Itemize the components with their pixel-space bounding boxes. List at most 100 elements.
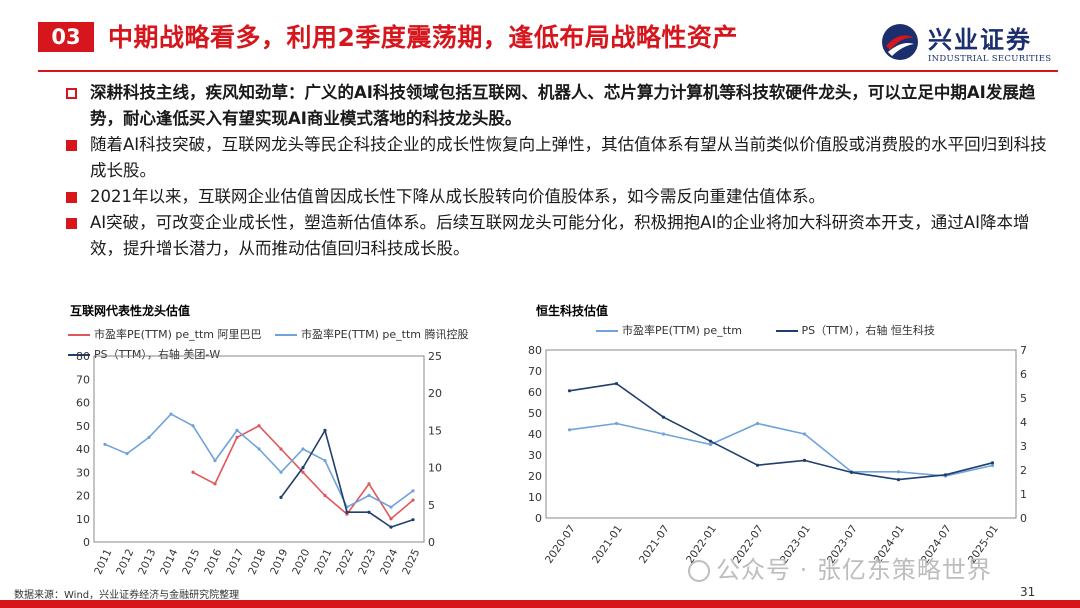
series-point-2: [367, 510, 371, 514]
x-tick-label: 2025: [400, 547, 422, 576]
logo-mark-icon: [882, 24, 918, 60]
y-tick-label: 50: [76, 420, 90, 433]
y2-tick-label: 15: [428, 424, 442, 437]
series-point-0: [279, 447, 283, 451]
chart-title: 恒生科技估值: [536, 304, 609, 318]
x-tick-label: 2013: [136, 547, 158, 576]
x-tick-label: 2021-01: [590, 523, 625, 566]
chart-legend: 市盈率PE(TTM) pe_ttm PS（TTM），右轴 恒生科技: [596, 322, 935, 338]
wechat-icon: [688, 560, 710, 582]
chart-legend: 市盈率PE(TTM) pe_ttm 阿里巴巴 市盈率PE(TTM) pe_ttm…: [68, 326, 469, 342]
series-point-1: [614, 382, 619, 386]
series-point-0: [235, 435, 239, 439]
bullet-item: 深耕科技主线，疾风知劲草：广义的AI科技领域包括互联网、机器人、芯片算力计算机等…: [62, 80, 1052, 132]
legend-swatch: [68, 354, 90, 356]
y-tick-label: 20: [528, 470, 542, 483]
solid-square-icon: [66, 192, 77, 203]
y2-tick-label: 2: [1020, 464, 1027, 477]
y2-tick-label: 5: [428, 499, 435, 512]
y-tick-label: 70: [76, 373, 90, 386]
slide-header: 03 中期战略看多，利用2季度震荡期，逢低布局战略性资产 兴业证券 INDUST…: [0, 0, 1080, 72]
series-point-1: [367, 493, 371, 498]
series-point-2: [279, 495, 283, 499]
y2-tick-label: 0: [1020, 512, 1027, 525]
legend-swatch: [275, 334, 297, 336]
series-point-1: [323, 459, 327, 463]
chart-hstech-valuation: 0 10 20 30 40 50 60 70 80 0 1 2 3 4 5 6 7 2020-07 2021-01 2…: [528, 344, 1027, 566]
x-tick-label: 2020: [290, 547, 312, 576]
series-point-1: [943, 473, 948, 477]
slide-title: 中期战略看多，利用2季度震荡期，逢低布局战略性资产: [108, 23, 738, 52]
y-tick-label: 60: [528, 386, 542, 399]
series-point-0: [213, 482, 217, 486]
series-point-0: [990, 463, 995, 468]
y-tick-label: 30: [528, 449, 542, 462]
series-point-0: [802, 432, 807, 436]
series-point-1: [411, 489, 415, 493]
hollow-square-icon: [66, 88, 77, 99]
watermark-text: 公众号 · 张亿东策略世界: [716, 556, 992, 584]
chart-title: 互联网代表性龙头估值: [70, 304, 191, 318]
plot-frame: [93, 355, 425, 543]
y2-tick-label: 3: [1020, 440, 1027, 453]
bullet-list: 深耕科技主线，疾风知劲草：广义的AI科技领域包括互联网、机器人、芯片算力计算机等…: [62, 80, 1052, 262]
y2-tick-label: 25: [428, 350, 442, 363]
company-logo: 兴业证券 INDUSTRIAL SECURITIES: [876, 16, 1066, 72]
series-point-1: [567, 389, 572, 393]
series-point-0: [367, 482, 371, 486]
plot-frame: [545, 349, 1017, 519]
bullet-item: 2021年以来，互联网企业估值曾因成长性下降从成长股转向价值股体系，如今需反向重…: [62, 184, 1052, 210]
legend-swatch: [775, 330, 798, 332]
x-tick-label: 2011: [92, 547, 114, 576]
legend-label: 市盈率PE(TTM) pe_ttm 阿里巴巴: [94, 328, 262, 341]
x-tick-label: 2012: [114, 547, 136, 576]
legend-label: 市盈率PE(TTM) pe_ttm 腾讯控股: [301, 328, 469, 341]
x-tick-label: 2017: [224, 547, 246, 576]
x-tick-label: 2015: [180, 547, 202, 576]
x-tick-label: 2020-07: [543, 523, 578, 566]
series-line-1: [569, 382, 993, 481]
y2-tick-label: 7: [1020, 344, 1027, 357]
series-point-0: [323, 493, 327, 498]
series-point-0: [411, 498, 415, 502]
series-point-0: [567, 428, 572, 432]
series-point-1: [235, 428, 239, 432]
y-tick-label: 30: [76, 466, 90, 479]
logo-text-cn: 兴业证券: [928, 26, 1032, 54]
series-point-1: [191, 424, 195, 428]
series-point-0: [614, 421, 619, 426]
x-tick-label: 2014: [158, 547, 180, 577]
y-tick-label: 40: [76, 443, 90, 456]
series-point-0: [755, 421, 760, 426]
y-tick-label: 80: [528, 344, 542, 357]
y2-tick-label: 6: [1020, 368, 1027, 381]
header-rule: [38, 70, 1058, 72]
series-point-1: [990, 461, 995, 465]
y-tick-label: 0: [83, 536, 90, 549]
chart-panel-internet: 互联网代表性龙头估值 市盈率PE(TTM) pe_ttm 阿里巴巴 市盈率PE(…: [58, 296, 469, 578]
footer-bar: [0, 600, 1080, 608]
bullet-text: 深耕科技主线，疾风知劲草：广义的AI科技领域包括互联网、机器人、芯片算力计算机等…: [90, 83, 1036, 128]
series-point-0: [257, 424, 261, 428]
x-tick-label: 2021-07: [637, 523, 672, 566]
series-point-2: [345, 510, 349, 514]
series-point-0: [191, 470, 195, 474]
y-tick-label: 80: [76, 350, 90, 363]
series-point-1: [755, 463, 760, 467]
y-tick-label: 20: [76, 490, 90, 503]
series-point-1: [257, 447, 261, 451]
series-point-1: [213, 459, 217, 463]
section-number: 03: [38, 22, 94, 52]
x-tick-label: 2024: [378, 547, 400, 577]
series-point-1: [125, 452, 129, 456]
bullet-item: AI突破，可改变企业成长性，塑造新估值体系。后续互联网龙头可能分化，积极拥抱AI…: [62, 210, 1052, 262]
y2-tick-label: 0: [428, 536, 435, 549]
series-point-0: [301, 470, 305, 474]
x-tick-label: 2018: [246, 547, 268, 576]
series-point-1: [301, 447, 305, 451]
y-tick-label: 0: [535, 512, 542, 525]
bullet-text: AI突破，可改变企业成长性，塑造新估值体系。后续互联网龙头可能分化，积极拥抱AI…: [90, 213, 1030, 258]
series-line-1: [104, 413, 414, 508]
legend-label: PS（TTM），右轴 美团-W: [94, 348, 221, 361]
